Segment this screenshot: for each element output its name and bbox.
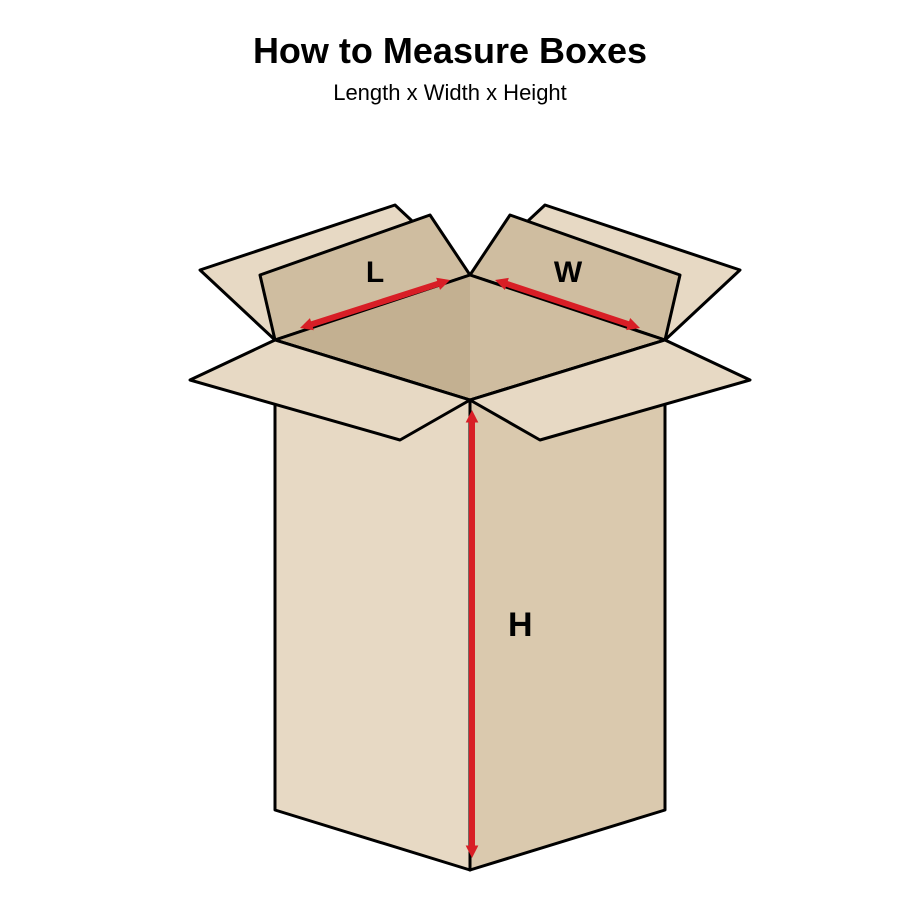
svg-text:H: H bbox=[508, 606, 533, 644]
svg-text:L: L bbox=[366, 256, 384, 289]
diagram-container: How to Measure Boxes Length x Width x He… bbox=[0, 0, 900, 900]
box-diagram: L W H bbox=[0, 0, 900, 900]
svg-text:W: W bbox=[554, 256, 583, 289]
